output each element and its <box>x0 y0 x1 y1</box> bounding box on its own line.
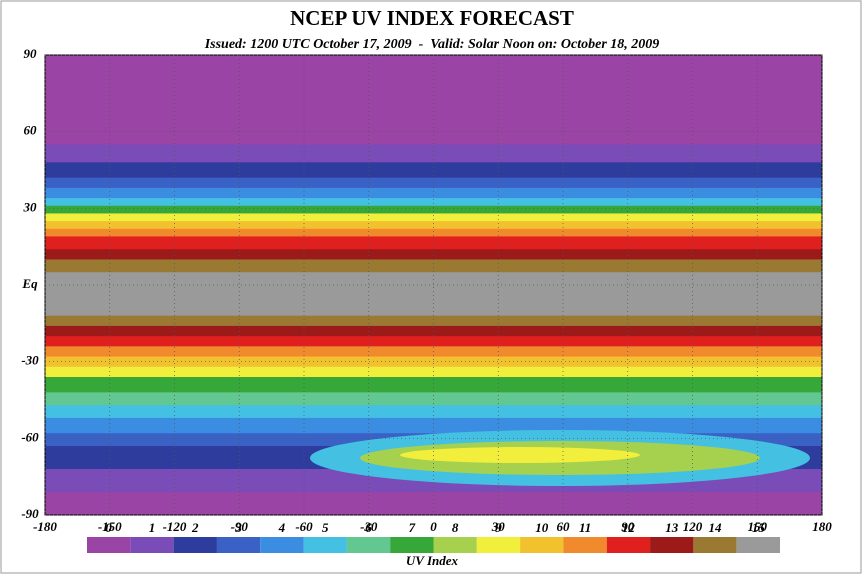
uv-band <box>45 144 822 163</box>
uv-band <box>45 315 822 327</box>
colorbar-label: 11 <box>579 520 591 535</box>
uv-band <box>45 366 822 378</box>
uv-band <box>45 162 822 179</box>
uv-band <box>45 272 822 317</box>
colorbar-swatch <box>433 537 477 553</box>
uv-band <box>45 198 822 207</box>
x-tick-label: -180 <box>33 519 57 534</box>
colorbar-label: 8 <box>452 520 459 535</box>
uv-band <box>45 417 822 434</box>
colorbar-swatch <box>130 537 174 553</box>
title: NCEP UV INDEX FORECAST <box>290 6 574 30</box>
colorbar-label: 14 <box>709 520 723 535</box>
colorbar-swatch <box>693 537 737 553</box>
x-tick-label: 180 <box>812 519 832 534</box>
colorbar-label: 15 <box>752 520 766 535</box>
y-tick-label: -60 <box>21 429 39 444</box>
colorbar-label: 0 <box>105 520 112 535</box>
x-tick-label: 30 <box>491 519 506 534</box>
x-tick-label: 120 <box>683 519 703 534</box>
colorbar-swatch <box>173 537 217 553</box>
y-tick-label: Eq <box>21 276 38 291</box>
colorbar-swatch <box>736 537 780 553</box>
colorbar-label: 7 <box>409 520 416 535</box>
x-tick-label: -120 <box>163 519 187 534</box>
y-tick-label: 30 <box>23 199 38 214</box>
colorbar-swatch <box>606 537 651 553</box>
colorbar-swatch <box>303 537 347 553</box>
y-tick-label: 60 <box>24 123 38 138</box>
y-tick-label: -30 <box>21 353 39 368</box>
uv-band <box>45 221 822 230</box>
colorbar-swatch <box>520 537 564 553</box>
uv-band <box>45 249 822 260</box>
colorbar-label: 13 <box>665 520 679 535</box>
colorbar-label: 9 <box>495 520 502 535</box>
uv-band <box>45 205 822 214</box>
colorbar-swatch <box>260 537 304 553</box>
colorbar-swatch <box>216 537 261 553</box>
x-tick-label: 60 <box>557 519 571 534</box>
uv-band <box>45 187 822 199</box>
uv-band <box>45 377 822 393</box>
x-tick-label: 90 <box>621 519 635 534</box>
colorbar-label: 4 <box>278 520 286 535</box>
subtitle: Issued: 1200 UTC October 17, 2009 - Vali… <box>204 37 660 52</box>
colorbar-label: 12 <box>622 520 636 535</box>
colorbar-label: 1 <box>149 520 156 535</box>
colorbar-swatch <box>390 537 434 553</box>
x-tick-label: 0 <box>430 519 437 534</box>
uv-band <box>45 336 822 347</box>
southern-oval <box>400 447 640 463</box>
x-tick-label: 150 <box>748 519 768 534</box>
colorbar-label: 6 <box>365 520 372 535</box>
colorbar-swatch <box>346 537 391 553</box>
axes: -180 -150 -120 -90 -60 -30 0 30 60 90 120 150 180906… <box>21 46 832 534</box>
colorbar-swatch <box>87 537 131 553</box>
x-tick-label: -60 <box>295 519 313 534</box>
x-tick-label: -150 <box>98 519 122 534</box>
colorbar-swatch <box>563 537 607 553</box>
colorbar-label: 3 <box>234 520 242 535</box>
uv-band <box>45 213 822 222</box>
x-tick-label: -90 <box>231 519 249 534</box>
colorbar-title: UV Index <box>406 553 459 568</box>
colorbar-swatch <box>476 537 521 553</box>
uv-band <box>45 228 822 237</box>
colorbar-swatch <box>650 537 694 553</box>
colorbar-label: 2 <box>191 520 199 535</box>
y-tick-label: 90 <box>24 46 38 61</box>
colorbar-label: 5 <box>322 520 329 535</box>
uv-band <box>45 259 822 273</box>
colorbar-label: 10 <box>535 520 549 535</box>
x-tick-label: -30 <box>360 519 378 534</box>
y-tick-label: -90 <box>21 506 39 521</box>
